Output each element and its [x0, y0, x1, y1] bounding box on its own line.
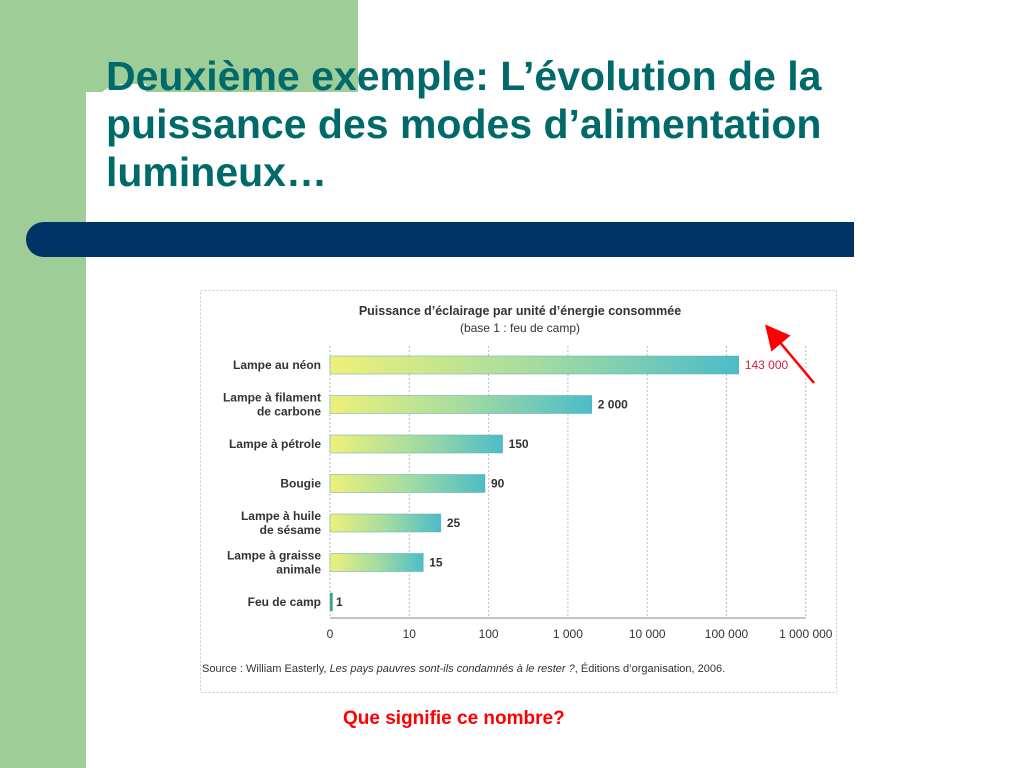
x-tick-label: 1 000 — [553, 627, 583, 641]
x-tick-label: 10 000 — [629, 627, 666, 641]
highlighted-value-label: 143 000 — [745, 358, 789, 372]
slide-title: Deuxième exemple: L’évolution de la puis… — [106, 53, 822, 195]
bar — [329, 592, 333, 612]
x-tick-label: 1 000 000 — [779, 627, 833, 641]
value-label: 150 — [509, 437, 529, 451]
chart-title: Puissance d’éclairage par unité d’énergi… — [359, 304, 681, 318]
category-label: Bougie — [280, 477, 321, 491]
bar — [329, 395, 593, 414]
chart: Puissance d’éclairage par unité d’énergi… — [200, 290, 837, 693]
category-label: Lampe à pétrole — [229, 437, 321, 451]
title-divider-bar — [26, 222, 854, 257]
value-label: 15 — [429, 556, 443, 570]
value-label: 2 000 — [598, 398, 628, 412]
value-label: 1 — [336, 595, 343, 609]
category-label: Lampe à graisse animale — [227, 549, 321, 577]
chart-x-axis: 0 10 100 1 000 10 000 100 000 1 000 000 — [327, 617, 833, 641]
sidebar-green-band — [0, 0, 86, 768]
x-tick-label: 100 000 — [705, 627, 749, 641]
bar — [329, 474, 486, 493]
category-label: Feu de camp — [248, 595, 321, 609]
question-text: Que signifie ce nombre? — [343, 708, 565, 729]
pointer-arrow — [764, 324, 815, 384]
category-label: Lampe au néon — [233, 358, 321, 372]
chart-bars: Lampe au néon 143 000 Lampe à filament de c… — [223, 355, 789, 612]
bar — [329, 434, 503, 454]
category-label: Lampe à huile de sésame — [241, 509, 321, 537]
value-label: 90 — [491, 477, 505, 491]
category-label: Lampe à filament de carbone — [223, 391, 321, 419]
bar — [329, 513, 442, 533]
x-tick-label: 0 — [327, 627, 334, 641]
source-prefix: Source : William Easterly, — [202, 663, 330, 675]
value-label: 25 — [447, 516, 461, 530]
chart-subtitle: (base 1 : feu de camp) — [460, 321, 580, 335]
chart-source: Source : William Easterly, Les pays pauv… — [202, 662, 725, 675]
x-tick-label: 100 — [479, 627, 499, 641]
source-suffix: , Éditions d’organisation, 2006. — [575, 662, 725, 675]
bar — [329, 553, 424, 572]
x-tick-label: 10 — [403, 627, 417, 641]
top-green-band — [86, 0, 358, 92]
bar — [329, 355, 740, 375]
source-book: Les pays pauvres sont-ils condamnés à le… — [330, 663, 576, 675]
